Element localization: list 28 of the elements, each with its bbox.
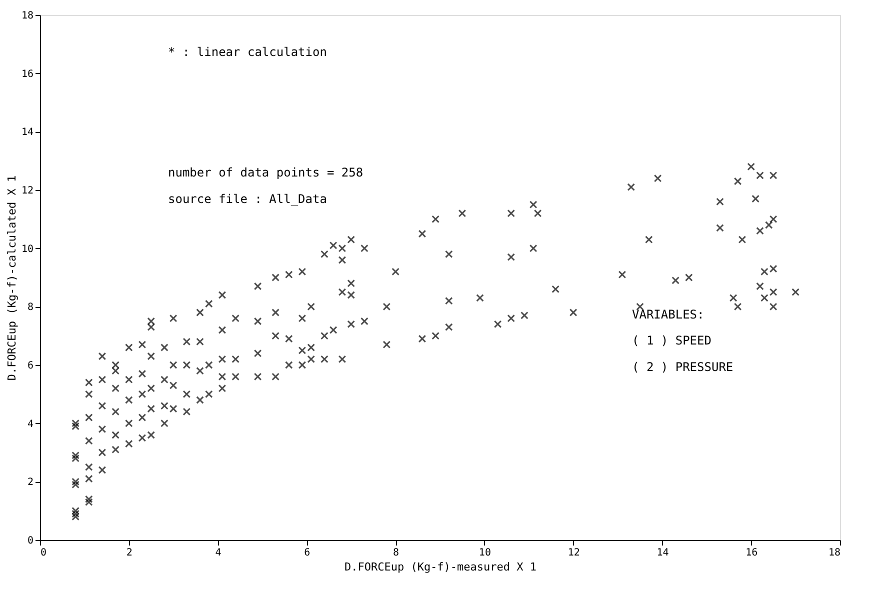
annotation: source file : All_Data: [168, 192, 327, 206]
x-tick-label: 8: [393, 548, 400, 558]
y-tick-label: 8: [27, 302, 34, 314]
y-tick-label: 4: [27, 418, 34, 430]
y-tick-label: 12: [21, 186, 34, 196]
x-tick-label: 4: [215, 548, 222, 558]
x-tick-label: 14: [656, 548, 669, 558]
x-tick-label: 18: [828, 548, 840, 558]
y-tick-label: 14: [21, 127, 34, 138]
y-tick-label: 0: [27, 536, 34, 546]
y-axis-title: D.FORCEup (Kg-f)-calculated X 1: [5, 175, 18, 381]
x-axis-title: D.FORCEup (Kg-f)-measured X 1: [344, 560, 537, 574]
x-tick-label: 16: [746, 548, 758, 558]
annotation: VARIABLES:: [632, 307, 704, 322]
y-tick-label: 6: [27, 360, 34, 372]
annotation: * : linear calculation: [168, 44, 327, 59]
x-tick-label: 6: [304, 548, 310, 558]
x-tick-label: 10: [478, 548, 491, 558]
y-tick-label: 10: [21, 244, 34, 255]
y-tick-label: 18: [21, 10, 34, 22]
x-tick-label: 2: [126, 548, 132, 558]
x-tick-label: 0: [40, 548, 47, 558]
x-tick-label: 12: [568, 548, 580, 558]
annotation: number of data points = 258: [168, 166, 364, 180]
annotation: ( 1 ) SPEED: [632, 334, 712, 348]
y-tick-label: 2: [27, 477, 34, 488]
y-tick-label: 16: [21, 68, 34, 80]
annotation: ( 2 ) PRESSURE: [632, 360, 734, 374]
